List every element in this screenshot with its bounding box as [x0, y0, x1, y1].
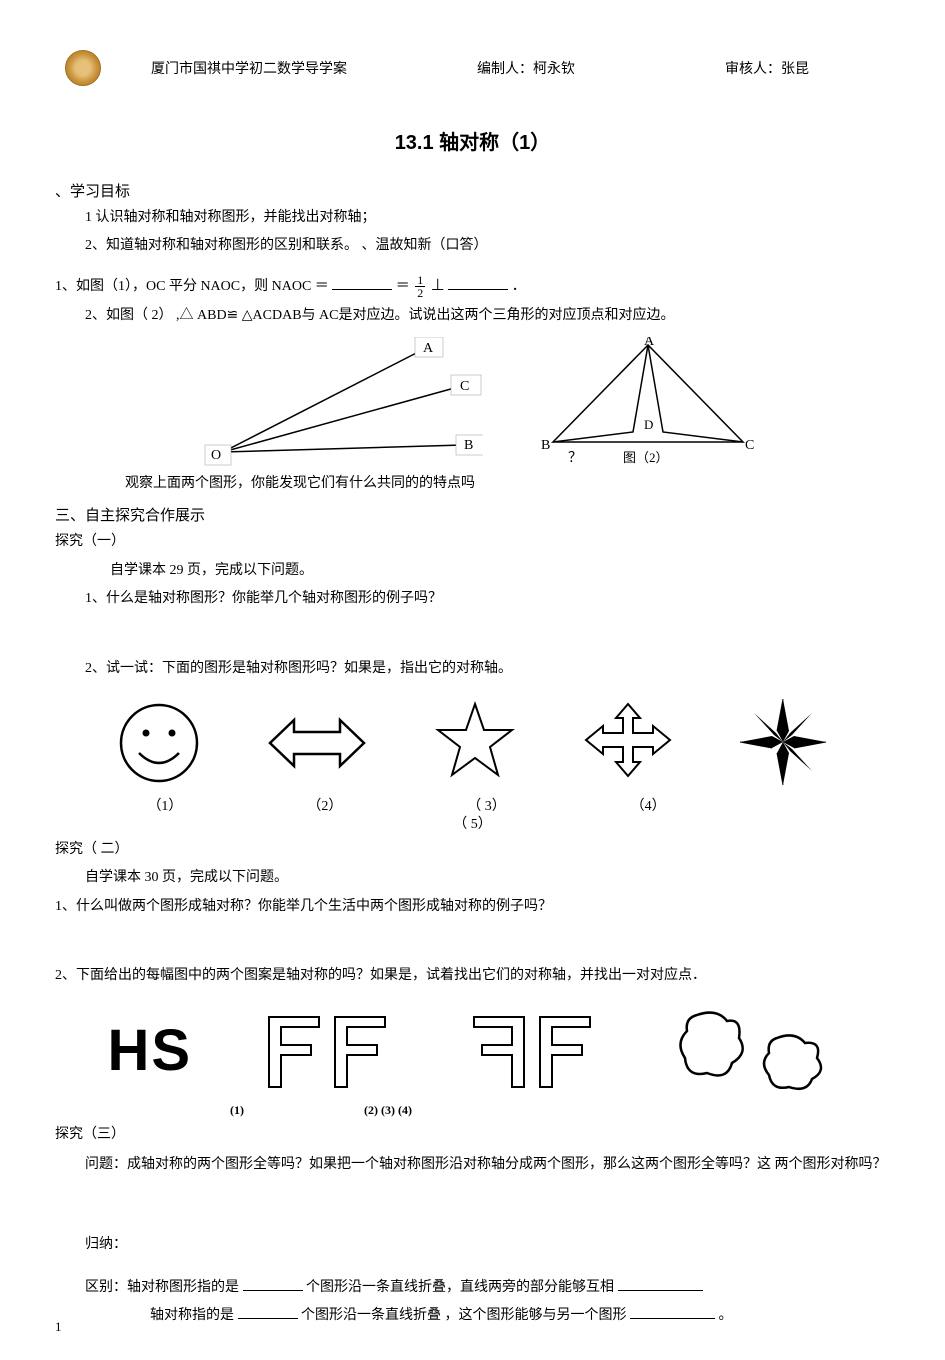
hs-text: HS — [108, 1017, 193, 1084]
exp1-q1: 1、什么是轴对称图形？你能举几个轴对称图形的例子吗？ — [55, 588, 890, 610]
perp-icon: ⊥ — [431, 277, 445, 294]
section-learning-goals: 、学习目标 — [55, 180, 890, 201]
tri-label-D: D — [644, 417, 653, 432]
smiley-icon — [114, 698, 204, 788]
exp1-selfstudy: 自学课本 29 页，完成以下问题。 — [55, 560, 890, 582]
label-B: B — [464, 438, 473, 453]
figure-2-caption: 图（2） — [623, 450, 669, 465]
summary-2a: 轴对称指的是 — [150, 1308, 234, 1323]
review-q1-eq: ＝ — [396, 279, 410, 294]
figure-1-angle: A C B O — [183, 337, 483, 467]
tri-label-q: ？ — [568, 451, 582, 466]
goal-1: 1 认识轴对称和轴对称图形，并能找出对称轴； — [55, 207, 890, 229]
shape-label-2: （2） — [307, 795, 342, 815]
review-q1-text-pre: 1、如图（1），OC 平分 NAOC，则 NAOC ＝ — [55, 279, 329, 294]
review-q1: 1、如图（1），OC 平分 NAOC，则 NAOC ＝ ＝ 1 2 ⊥ ． — [55, 273, 890, 299]
exploration-1-head: 探究（一） — [55, 531, 890, 553]
school-name: 厦门市国祺中学初二数学导学案 — [151, 58, 347, 78]
shape-label-5: （ 5） — [55, 813, 890, 833]
exploration-3-head: 探究（三） — [55, 1124, 890, 1146]
summary-1b: 个图形沿一条直线折叠，直线两旁的部分能够互相 — [306, 1280, 614, 1295]
double-arrow-icon — [262, 708, 372, 778]
symmetry-shapes-row — [85, 695, 860, 790]
ff-mirror-icon — [462, 1005, 602, 1095]
document-title: 13.1 轴对称（1） — [55, 126, 890, 155]
cross-arrows-icon — [578, 698, 678, 788]
exp2-selfstudy: 自学课本 30 页，完成以下问题。 — [55, 867, 890, 889]
label-O: O — [211, 448, 221, 463]
review-q2: 2、如图（ 2） ,△ ABD≌ △ACDAB与 AC是对应边。试说出这两个三角… — [55, 305, 890, 327]
compass-rose-icon — [736, 695, 831, 790]
tri-label-B: B — [541, 438, 550, 453]
observe-question: 观察上面两个图形，你能发现它们有什么共同的的特点吗 — [125, 472, 890, 492]
shape-label-1: （1） — [147, 795, 182, 815]
blank-5 — [238, 1305, 298, 1319]
blank-4 — [618, 1277, 703, 1291]
summary-diff-2: 轴对称指的是 个图形沿一条直线折叠 ，这个图形能够与另一个图形 。 — [55, 1305, 890, 1327]
fraction-half: 1 2 — [415, 274, 425, 299]
ff-pair-icon — [257, 1005, 397, 1095]
hs-caption-2: (2) (3) (4) — [364, 1103, 412, 1118]
star-icon — [430, 698, 520, 788]
fraction-denominator: 2 — [415, 286, 425, 299]
section-3-head: 三、自主探究合作展示 — [55, 504, 890, 525]
editor-name: 编制人：柯永钦 — [477, 58, 575, 78]
summary-end: 。 — [719, 1308, 733, 1323]
summary-1a: 区别：轴对称图形指的是 — [85, 1280, 239, 1295]
blank-3 — [243, 1277, 303, 1291]
tri-label-A: A — [644, 337, 655, 349]
exp3-question: 问题：成轴对称的两个图形全等吗？如果把一个轴对称图形沿对称轴分成两个图形，那么这… — [55, 1152, 890, 1177]
goal-2: 2、知道轴对称和轴对称图形的区别和联系。 、温故知新（口答） — [55, 235, 890, 257]
blank-6 — [630, 1305, 715, 1319]
blank-2 — [448, 276, 508, 290]
hs-caption-1: (1) — [230, 1103, 244, 1118]
figure-row-1: A C B O A B C D ？ 图（2） — [55, 337, 890, 467]
shape-label-4: （4） — [631, 795, 666, 815]
exp1-q2: 2、试一试：下面的图形是轴对称图形吗？如果是，指出它的对称轴。 — [55, 658, 890, 680]
summary-diff-1: 区别：轴对称图形指的是 个图形沿一条直线折叠，直线两旁的部分能够互相 — [55, 1277, 890, 1299]
summary-head: 归纳： — [55, 1234, 890, 1256]
mirror-shapes-row: HS — [75, 1003, 870, 1098]
page-number: 1 — [55, 1319, 62, 1335]
page-header: 厦门市国祺中学初二数学导学案 编制人：柯永钦 审核人：张昆 — [55, 50, 890, 86]
shape-labels-row: （1） （2） （ 3） （4） x — [85, 795, 860, 815]
school-logo-icon — [65, 50, 101, 86]
figure-2-triangle: A B C D ？ 图（2） — [533, 337, 763, 467]
exp2-q2: 2、下面给出的每幅图中的两个图案是轴对称的吗？如果是，试着找出它们的对称轴，并找… — [55, 965, 890, 987]
label-A: A — [423, 341, 434, 356]
shape-label-3: （ 3） — [467, 795, 506, 815]
blob-pair-icon — [667, 1003, 837, 1098]
label-C: C — [460, 379, 469, 394]
exp2-q1: 1、什么叫做两个图形成轴对称？你能举几个生活中两个图形成轴对称的例子吗？ — [55, 896, 890, 918]
hs-caption-row: (1) (2) (3) (4) — [75, 1103, 870, 1118]
reviewer-name: 审核人：张昆 — [725, 58, 809, 78]
tri-label-C: C — [745, 438, 754, 453]
review-q1-end: ． — [512, 279, 526, 294]
summary-2b: 个图形沿一条直线折叠 ，这个图形能够与另一个图形 — [301, 1308, 627, 1323]
exploration-2-head: 探究（ 二） — [55, 839, 890, 861]
fraction-numerator: 1 — [415, 274, 425, 286]
blank-1 — [332, 276, 392, 290]
